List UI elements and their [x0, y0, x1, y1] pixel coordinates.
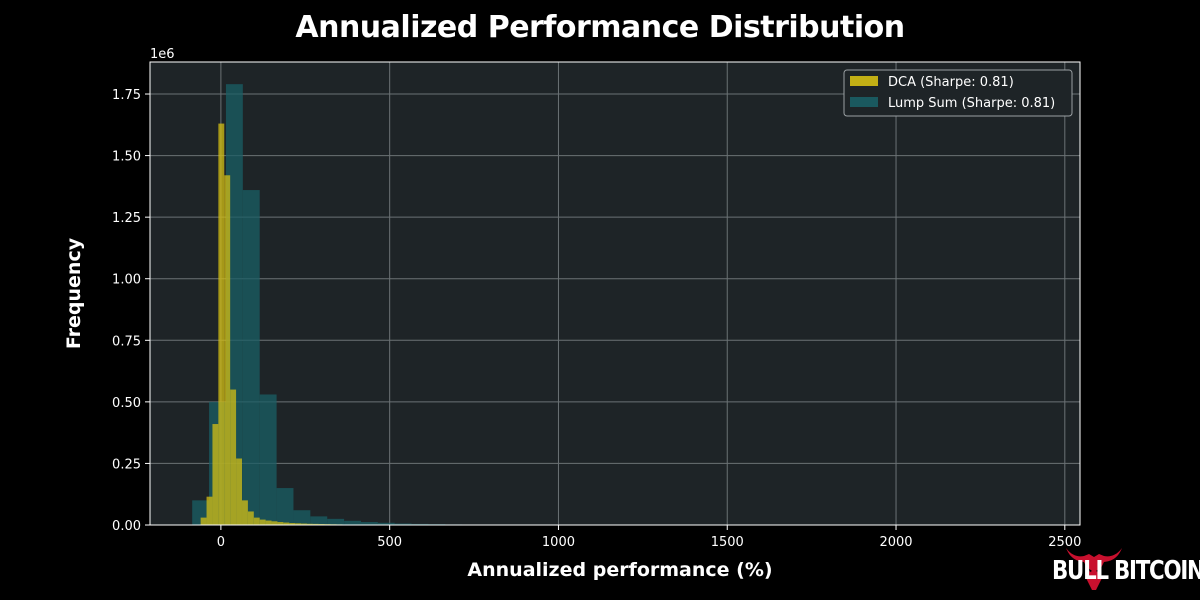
histogram-bar	[200, 517, 207, 525]
x-tick-label: 2000	[879, 535, 912, 550]
legend-swatch	[850, 76, 878, 86]
histogram-bar	[218, 123, 225, 525]
histogram-bar	[312, 523, 319, 525]
histogram-bar	[253, 517, 260, 525]
histogram-bar	[206, 496, 213, 525]
y-scale-label: 1e6	[150, 47, 175, 62]
y-tick-label: 1.25	[112, 211, 141, 226]
histogram-bar	[271, 521, 278, 525]
legend: DCA (Sharpe: 0.81) Lump Sum (Sharpe: 0.81…	[843, 69, 1073, 117]
brand-name: BULL BITCOIN	[1052, 556, 1200, 586]
histogram-bar	[224, 175, 231, 525]
histogram-bar	[377, 522, 395, 525]
y-tick-label: 1.00	[112, 273, 141, 288]
histogram-bar	[212, 424, 219, 525]
histogram-bar	[283, 522, 290, 525]
histogram-bar	[259, 394, 277, 525]
y-tick-label: 1.75	[112, 88, 141, 103]
x-tick-label: 500	[377, 535, 402, 550]
bull-head-icon	[1066, 548, 1122, 590]
histogram-bar	[360, 522, 378, 525]
y-axis-label: Frequency	[63, 237, 85, 349]
plot-area	[150, 62, 1080, 525]
histogram-bar	[230, 389, 237, 525]
x-tick-label: 0	[217, 535, 225, 550]
histogram-bar	[289, 523, 296, 525]
histogram-bar	[276, 488, 294, 525]
histogram-bar	[327, 518, 345, 525]
legend-label: DCA (Sharpe: 0.81)	[888, 75, 1014, 90]
y-tick-label: 1.50	[112, 150, 141, 165]
plot-frame	[149, 61, 1081, 526]
histogram-bar	[236, 458, 242, 525]
x-axis-label: Annualized performance (%)	[467, 559, 772, 581]
histogram-bar	[265, 520, 272, 525]
legend-box	[843, 69, 1073, 117]
y-tick-label: 0.00	[112, 519, 141, 534]
y-tick-label: 0.50	[112, 396, 141, 411]
histogram-bar	[394, 523, 412, 525]
chart-title: Annualized Performance Distribution	[295, 10, 905, 45]
histogram-bar	[293, 510, 311, 525]
series-dca	[200, 123, 420, 525]
y-tick-label: 0.25	[112, 457, 141, 472]
histogram-bar	[277, 522, 284, 525]
histogram-bar	[306, 523, 313, 525]
x-tick-label: 2500	[1048, 535, 1081, 550]
histogram-bar	[247, 511, 254, 525]
histogram-bar	[344, 520, 361, 525]
histogram-bar	[242, 190, 260, 525]
x-tick-label: 1500	[711, 535, 744, 550]
histogram-bar	[241, 500, 248, 525]
histogram-bar	[411, 523, 429, 525]
histogram-bar	[310, 516, 328, 525]
legend-swatch	[850, 97, 878, 107]
legend-label: Lump Sum (Sharpe: 0.81)	[888, 96, 1055, 111]
histogram-bar	[301, 523, 307, 525]
histogram-bar	[295, 523, 302, 525]
y-tick-label: 0.75	[112, 334, 141, 349]
histogram-bar	[259, 519, 266, 525]
x-tick-label: 1000	[542, 535, 575, 550]
